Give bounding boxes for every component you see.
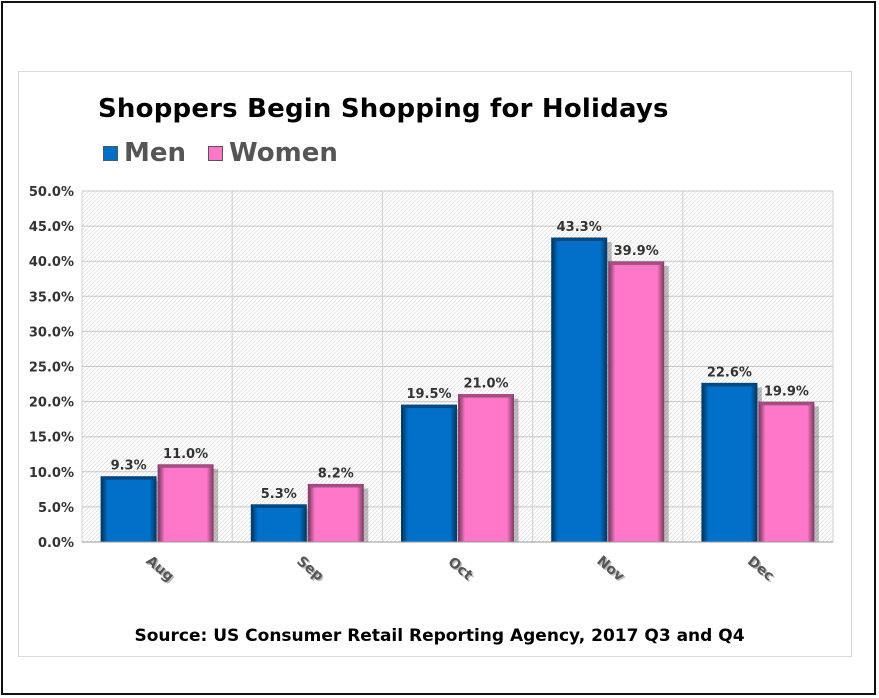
bar-top-bevel — [609, 261, 663, 265]
y-tick-label: 30.0% — [29, 325, 74, 340]
bar-top-bevel — [402, 405, 456, 409]
y-tick-label: 10.0% — [29, 466, 74, 481]
data-label: 19.5% — [406, 387, 451, 402]
bar-top-bevel — [159, 464, 213, 468]
y-tick-label: 25.0% — [29, 361, 74, 376]
data-label: 11.0% — [163, 447, 208, 462]
bar-top-bevel — [102, 476, 156, 480]
y-tick-label: 5.0% — [38, 501, 74, 516]
data-label: 9.3% — [111, 459, 147, 474]
bar-top-bevel — [552, 238, 606, 242]
legend: Men Women — [103, 138, 360, 168]
bar-top-bevel — [702, 383, 756, 387]
y-tick-label: 15.0% — [29, 431, 74, 446]
chart-title: Shoppers Begin Shopping for Holidays — [98, 94, 669, 124]
bar-men-nov — [551, 237, 608, 543]
y-tick-label: 50.0% — [29, 185, 74, 200]
bar-women-oct — [458, 394, 514, 543]
bar-women-sep — [307, 483, 364, 543]
data-label: 21.0% — [463, 377, 508, 392]
bar-top-bevel — [309, 484, 363, 488]
legend-label-men: Men — [124, 138, 187, 168]
legend-label-women: Women — [229, 138, 338, 168]
data-label: 19.9% — [764, 384, 809, 399]
legend-swatch-women — [208, 145, 224, 161]
y-tick-label: 20.0% — [29, 396, 74, 411]
data-label: 22.6% — [707, 365, 752, 380]
bar-women-dec — [758, 401, 815, 543]
bar-top-bevel — [759, 402, 813, 406]
data-label: 5.3% — [261, 487, 297, 502]
y-tick-label: 35.0% — [29, 290, 74, 305]
source-note: Source: US Consumer Retail Reporting Age… — [134, 626, 745, 646]
y-tick-label: 45.0% — [29, 220, 74, 235]
data-label: 8.2% — [318, 466, 354, 481]
data-label: 39.9% — [614, 244, 659, 259]
bar-top-bevel — [459, 394, 513, 398]
legend-item-women: Women — [208, 138, 338, 168]
bar-women-nov — [608, 261, 665, 543]
bar-top-bevel — [252, 504, 306, 508]
bar-men-dec — [701, 382, 758, 543]
legend-item-men: Men — [103, 138, 186, 168]
bar-men-aug — [100, 476, 157, 543]
bar-men-oct — [401, 404, 457, 543]
bar-men-sep — [250, 504, 307, 543]
y-tick-label: 0.0% — [38, 536, 74, 551]
legend-swatch-men — [103, 145, 118, 161]
data-label: 43.3% — [557, 220, 602, 235]
bar-women-aug — [157, 464, 214, 543]
y-tick-label: 40.0% — [29, 255, 74, 270]
